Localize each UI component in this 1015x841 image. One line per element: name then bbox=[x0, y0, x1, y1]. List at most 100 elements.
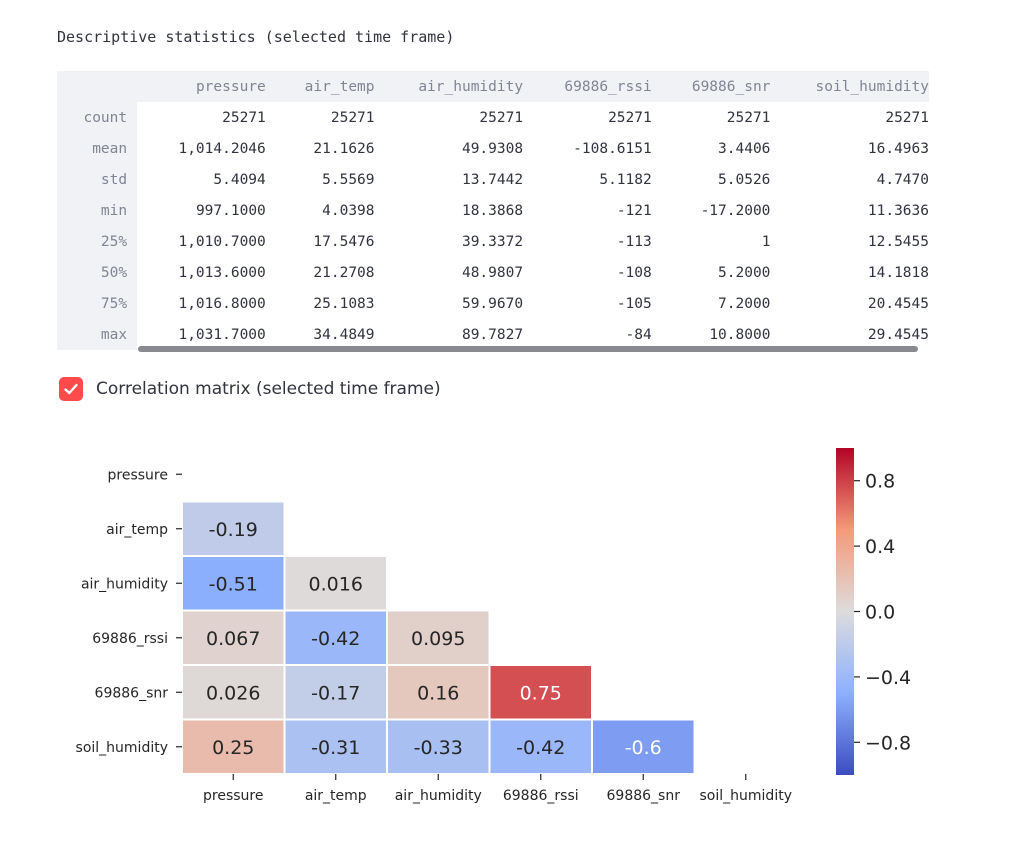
heatmap-cell bbox=[283, 609, 388, 666]
heatmap-cell bbox=[283, 555, 388, 612]
table-cell: -84 bbox=[625, 326, 652, 343]
table-cell: 25271 bbox=[608, 109, 652, 126]
column-header[interactable]: 69886_snr bbox=[651, 71, 771, 102]
table-cell: 4.0398 bbox=[322, 202, 375, 219]
colorbar bbox=[836, 448, 854, 775]
heatmap-cell-label: 0.16 bbox=[417, 682, 459, 704]
heatmap-cell-label: 0.095 bbox=[411, 628, 465, 650]
table-cell: -105 bbox=[616, 295, 652, 312]
colorbar-tick-label: −0.4 bbox=[865, 667, 911, 689]
stats-header-row: pressure air_temp air_humidity 69886_rss… bbox=[57, 71, 929, 102]
y-tick-label: air_temp bbox=[106, 522, 168, 538]
heatmap-cell-label: -0.31 bbox=[311, 737, 360, 759]
colorbar-tick-label: 0.8 bbox=[865, 471, 895, 493]
heatmap-cell-label: -0.42 bbox=[516, 737, 565, 759]
table-row: 25% 1,010.7000 17.5476 39.3372 -113 1 12… bbox=[57, 226, 929, 257]
y-tick-label: air_humidity bbox=[81, 576, 168, 592]
table-cell: 48.9807 bbox=[461, 264, 524, 281]
row-header: 50% bbox=[57, 257, 138, 288]
heatmap-cell-label: 0.016 bbox=[309, 573, 363, 595]
x-tick-label: pressure bbox=[203, 788, 263, 804]
heatmap-cell-label: -0.42 bbox=[311, 628, 360, 650]
y-tick-label: pressure bbox=[108, 467, 168, 483]
checkmark-icon bbox=[64, 383, 78, 395]
table-cell: 25271 bbox=[479, 109, 524, 126]
table-cell: 25271 bbox=[222, 109, 266, 126]
column-header[interactable]: pressure bbox=[137, 71, 266, 102]
x-tick-label: soil_humidity bbox=[700, 788, 792, 804]
table-cell: 11.3636 bbox=[867, 202, 929, 219]
colorbar-tick-label: 0.4 bbox=[865, 536, 895, 558]
y-tick-label: 69886_rssi bbox=[92, 631, 168, 647]
table-cell: 5.4094 bbox=[213, 171, 266, 188]
heatmap-cell bbox=[591, 718, 696, 775]
correlation-matrix-toggle[interactable]: Correlation matrix (selected time frame) bbox=[59, 377, 441, 401]
x-tick-label: 69886_rssi bbox=[503, 788, 579, 804]
heatmap-cell-label: 0.026 bbox=[206, 682, 260, 704]
table-cell: 49.9308 bbox=[461, 140, 524, 157]
table-cell: 25271 bbox=[330, 109, 375, 126]
heatmap-cell bbox=[283, 664, 388, 721]
row-header: std bbox=[57, 164, 138, 195]
table-cell: 34.4849 bbox=[313, 326, 375, 343]
heatmap-cell bbox=[283, 718, 388, 775]
heatmap-cell bbox=[488, 664, 593, 721]
colorbar-tick-label: −0.8 bbox=[865, 732, 911, 754]
row-header: count bbox=[57, 102, 138, 133]
table-row: min 997.1000 4.0398 18.3868 -121 -17.200… bbox=[57, 195, 929, 226]
x-tick-label: air_temp bbox=[305, 788, 367, 804]
table-row: 50% 1,013.6000 21.2708 48.9807 -108 5.20… bbox=[57, 257, 929, 288]
table-cell: 1,014.2046 bbox=[178, 140, 266, 157]
table-cell: 5.0526 bbox=[718, 171, 771, 188]
table-row: count 25271 25271 25271 25271 25271 2527… bbox=[57, 102, 929, 133]
table-cell: 20.4545 bbox=[867, 295, 929, 312]
table-cell: 5.1182 bbox=[599, 171, 652, 188]
stats-table-container[interactable]: pressure air_temp air_humidity 69886_rss… bbox=[57, 71, 929, 354]
table-cell: 29.4545 bbox=[867, 326, 929, 343]
table-cell: 17.5476 bbox=[313, 233, 375, 250]
heatmap-cell-label: -0.19 bbox=[209, 519, 258, 541]
table-cell: 89.7827 bbox=[461, 326, 524, 343]
table-cell: -108 bbox=[616, 264, 652, 281]
table-row: max 1,031.7000 34.4849 89.7827 -84 10.80… bbox=[57, 319, 929, 350]
colorbar-tick-label: 0.0 bbox=[865, 602, 895, 624]
table-cell: 18.3868 bbox=[461, 202, 524, 219]
row-header: max bbox=[57, 319, 138, 350]
heatmap-cell-label: -0.33 bbox=[414, 737, 463, 759]
column-header[interactable]: soil_humidity bbox=[770, 71, 929, 102]
table-cell: 997.1000 bbox=[195, 202, 266, 219]
x-tick-label: air_humidity bbox=[395, 788, 482, 804]
table-cell: 7.2000 bbox=[718, 295, 771, 312]
table-cell: 14.1818 bbox=[867, 264, 929, 281]
heatmap-cell bbox=[181, 718, 286, 775]
table-cell: 5.5569 bbox=[322, 171, 375, 188]
table-cell: 59.9670 bbox=[461, 295, 524, 312]
row-header: 25% bbox=[57, 226, 138, 257]
table-cell: 16.4963 bbox=[867, 140, 929, 157]
correlation-heatmap: -0.19 -0.51 0.016 0.067 -0.42 0.095 0.026 -0.17… bbox=[76, 448, 911, 804]
row-header: min bbox=[57, 195, 138, 226]
correlation-matrix-label: Correlation matrix (selected time frame) bbox=[96, 379, 441, 399]
heatmap-cell-label: 0.75 bbox=[520, 682, 562, 704]
stats-table: pressure air_temp air_humidity 69886_rss… bbox=[57, 71, 929, 350]
table-cell: -121 bbox=[616, 202, 652, 219]
checkbox-checked[interactable] bbox=[59, 377, 83, 401]
horizontal-scrollbar[interactable] bbox=[138, 346, 918, 352]
table-cell: 21.2708 bbox=[313, 264, 375, 281]
table-cell: -17.2000 bbox=[700, 202, 771, 219]
table-cell: 1,010.7000 bbox=[178, 233, 266, 250]
column-header[interactable]: air_temp bbox=[265, 71, 375, 102]
table-cell: 1,016.8000 bbox=[178, 295, 266, 312]
column-header[interactable]: air_humidity bbox=[374, 71, 524, 102]
table-cell: 12.5455 bbox=[867, 233, 929, 250]
heatmap-cell bbox=[386, 609, 491, 666]
column-header[interactable]: 69886_rssi bbox=[523, 71, 652, 102]
table-row: mean 1,014.2046 21.1626 49.9308 -108.615… bbox=[57, 133, 929, 164]
table-cell: 25271 bbox=[726, 109, 771, 126]
heatmap-cell-label: -0.51 bbox=[209, 573, 258, 595]
heatmap-cell bbox=[181, 609, 286, 666]
table-cell: 10.8000 bbox=[709, 326, 771, 343]
y-tick-label: soil_humidity bbox=[76, 740, 168, 756]
table-cell: 25.1083 bbox=[313, 295, 375, 312]
table-cell: 1,031.7000 bbox=[178, 326, 266, 343]
